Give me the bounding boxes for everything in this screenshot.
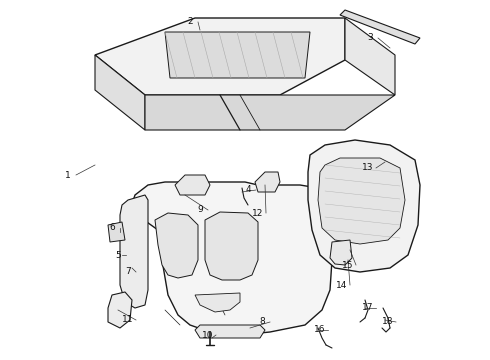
- Text: 12: 12: [252, 208, 264, 217]
- Text: 8: 8: [259, 318, 265, 327]
- Text: 7: 7: [125, 267, 131, 276]
- Text: 5: 5: [115, 251, 121, 260]
- Polygon shape: [308, 140, 420, 272]
- Text: 10: 10: [202, 330, 214, 339]
- Text: 16: 16: [314, 325, 326, 334]
- Polygon shape: [120, 195, 148, 308]
- Text: 2: 2: [187, 18, 193, 27]
- Polygon shape: [330, 240, 352, 265]
- Text: 17: 17: [362, 303, 374, 312]
- Polygon shape: [195, 293, 240, 312]
- Polygon shape: [195, 325, 265, 338]
- Polygon shape: [175, 175, 210, 195]
- Polygon shape: [95, 18, 345, 95]
- Text: 4: 4: [245, 185, 251, 194]
- Text: 1: 1: [65, 171, 71, 180]
- Text: 3: 3: [367, 33, 373, 42]
- Text: 6: 6: [109, 224, 115, 233]
- Polygon shape: [95, 55, 145, 130]
- Polygon shape: [205, 212, 258, 280]
- Text: 18: 18: [382, 318, 394, 327]
- Polygon shape: [155, 213, 198, 278]
- Text: 11: 11: [122, 315, 134, 324]
- Text: 9: 9: [197, 206, 203, 215]
- Polygon shape: [165, 32, 310, 78]
- Text: 15: 15: [342, 261, 354, 270]
- Polygon shape: [255, 172, 280, 192]
- Polygon shape: [130, 182, 335, 335]
- Text: 14: 14: [336, 280, 348, 289]
- Polygon shape: [318, 158, 405, 244]
- Polygon shape: [108, 292, 132, 328]
- Polygon shape: [108, 222, 125, 242]
- Polygon shape: [345, 18, 395, 95]
- Polygon shape: [340, 10, 420, 44]
- Text: 13: 13: [362, 163, 374, 172]
- Polygon shape: [145, 95, 395, 130]
